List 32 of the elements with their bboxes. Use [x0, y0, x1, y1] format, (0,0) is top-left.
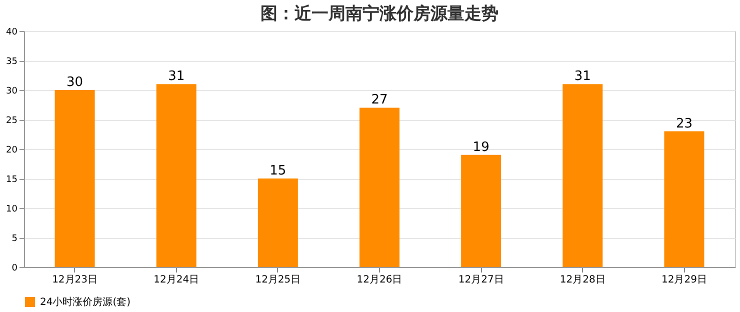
- y-tick-label: 40: [6, 28, 18, 38]
- y-tick-label: 25: [6, 116, 18, 126]
- x-tick-label: 12月24日: [154, 274, 200, 286]
- legend-label: 24小时涨价房源(套): [40, 296, 131, 308]
- bar: [54, 90, 95, 267]
- data-label: 30: [66, 75, 84, 90]
- chart-title: 图：近一周南宁涨价房源量走势: [260, 4, 498, 24]
- data-label: 31: [574, 69, 591, 84]
- y-tick-label: 15: [6, 175, 18, 185]
- bar: [461, 154, 502, 267]
- y-tick-label: 30: [6, 86, 18, 96]
- x-tick-label: 12月29日: [661, 274, 707, 286]
- data-label: 31: [168, 69, 185, 84]
- y-tick-label: 10: [6, 204, 18, 214]
- x-tick-label: 12月28日: [560, 274, 606, 286]
- y-tick-label: 5: [12, 234, 18, 244]
- x-tick-label: 12月26日: [356, 274, 402, 286]
- x-tick-label: 12月23日: [52, 274, 98, 286]
- data-label: 19: [472, 140, 490, 155]
- data-label: 15: [270, 164, 286, 178]
- bar: [664, 131, 704, 267]
- x-tick-label: 12月27日: [458, 274, 504, 286]
- data-label: 27: [371, 92, 388, 108]
- y-tick-label: 0: [12, 264, 18, 274]
- x-tick-label: 12月25日: [255, 274, 301, 286]
- bar: [360, 108, 400, 267]
- y-tick-label: 20: [6, 146, 18, 156]
- bar: [156, 84, 196, 267]
- data-label: 23: [676, 116, 692, 132]
- y-tick-label: 35: [6, 57, 18, 67]
- bar: [562, 84, 603, 267]
- bar: [258, 178, 298, 267]
